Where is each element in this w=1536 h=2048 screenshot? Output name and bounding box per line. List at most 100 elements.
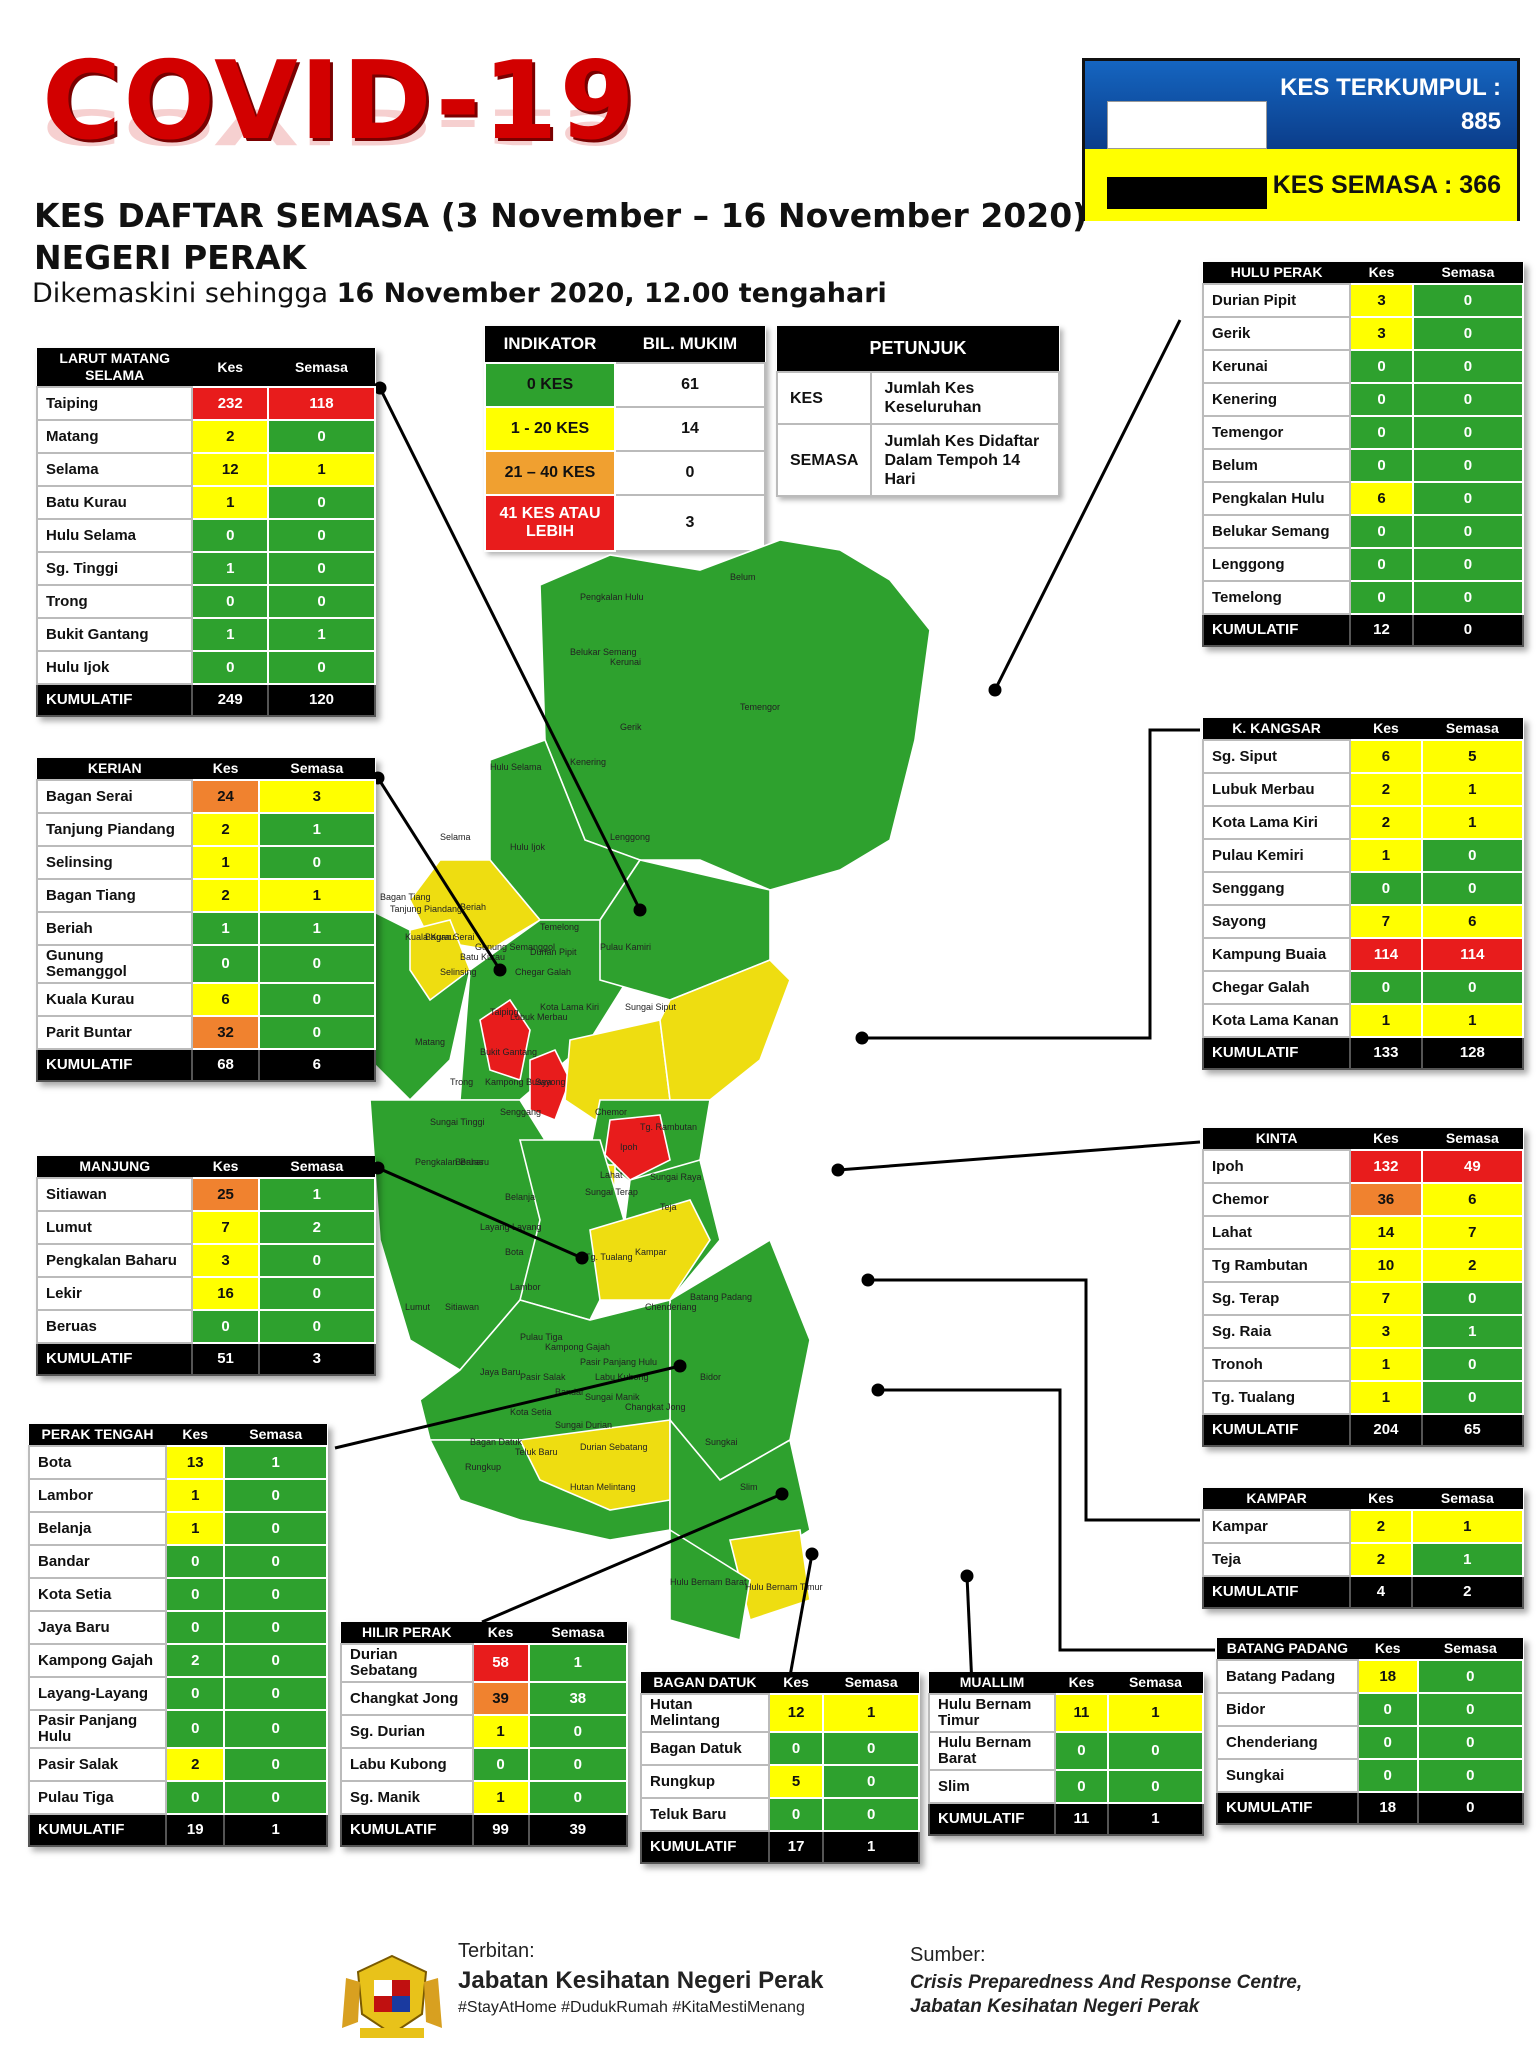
table-row: Bandar 0 0 xyxy=(27,1544,328,1579)
sumber-label: Sumber: xyxy=(910,1944,986,1966)
district-name: HILIR PERAK xyxy=(341,1622,473,1644)
indikator-label: 21 – 40 KES xyxy=(484,450,616,496)
map-label: Chegar Galah xyxy=(515,967,571,977)
mukim-name: Lekir xyxy=(35,1276,194,1311)
kes-value: 24 xyxy=(191,779,260,814)
kes-value: 36 xyxy=(1349,1182,1423,1217)
table-row: Sayong 7 6 xyxy=(1201,904,1525,939)
table-row: Matang 2 0 xyxy=(35,419,376,454)
mukim-name: Pulau Tiga xyxy=(27,1780,168,1815)
district-name: MANJUNG xyxy=(37,1156,193,1178)
mukim-name: Layang-Layang xyxy=(27,1676,168,1711)
mukim-name: Pasir Salak xyxy=(27,1747,168,1782)
map-label: Belukar Semang xyxy=(570,647,637,657)
kumulatif-kes: 11 xyxy=(1054,1802,1109,1836)
semasa-value: 0 xyxy=(223,1511,328,1546)
kes-value: 0 xyxy=(191,650,270,685)
subtitle-state: NEGERI PERAK xyxy=(34,238,307,277)
semasa-value: 1 xyxy=(1106,1693,1205,1733)
kes-value: 5 xyxy=(767,1764,825,1799)
table-row: Bukit Gantang 1 1 xyxy=(35,617,376,652)
kes-value: 0 xyxy=(165,1610,226,1645)
mukim-name: Chemor xyxy=(1201,1182,1352,1217)
semasa-value: 0 xyxy=(267,419,376,454)
table-row: Pasir Panjang Hulu 0 0 xyxy=(27,1709,328,1749)
table-row: Changkat Jong 39 38 xyxy=(340,1681,629,1716)
kes-value: 6 xyxy=(1349,739,1423,774)
semasa-value: 3 xyxy=(257,779,377,814)
mukim-name: Kerunai xyxy=(1201,349,1352,384)
kumulatif-semasa: 120 xyxy=(267,683,376,717)
kumulatif-kes: 12 xyxy=(1349,613,1414,647)
kumulatif-semasa: 3 xyxy=(257,1342,377,1376)
table-row: Pulau Tiga 0 0 xyxy=(27,1780,328,1815)
table-row: Tronoh 1 0 xyxy=(1201,1347,1525,1382)
table-row: Sg. Manik 1 0 xyxy=(340,1780,629,1815)
mukim-name: Chenderiang xyxy=(1216,1725,1359,1760)
table-row: Slim 0 0 xyxy=(927,1769,1205,1804)
table-perak-tengah: PERAK TENGAH Kes Semasa Bota 13 1 Lambor 1 0 Bela… xyxy=(27,1424,328,1847)
table-row: Chenderiang 0 0 xyxy=(1216,1725,1525,1760)
table-row: Taiping 232 118 xyxy=(35,386,376,421)
map-label: Labu Kubong xyxy=(595,1372,649,1382)
mukim-name: Changkat Jong xyxy=(340,1681,474,1716)
mukim-name: Sg. Manik xyxy=(340,1780,474,1815)
mukim-name: Kenering xyxy=(1201,382,1352,417)
kes-value: 13 xyxy=(165,1445,226,1480)
kes-value: 32 xyxy=(191,1015,260,1050)
district-name: KINTA xyxy=(1203,1128,1351,1150)
map-label: Pengkalan Baharu xyxy=(415,1157,489,1167)
kes-value: 232 xyxy=(191,386,270,421)
table-row: Gunung Semanggol 0 0 xyxy=(35,944,377,984)
table-row: Teja 2 1 xyxy=(1201,1542,1525,1577)
map-label: Chemor xyxy=(595,1107,627,1117)
map-label: Pulau Tiga xyxy=(520,1332,563,1342)
mukim-name: Tronoh xyxy=(1201,1347,1352,1382)
semasa-value: 5 xyxy=(1420,739,1525,774)
kes-value: 2 xyxy=(191,419,270,454)
kumulatif-kes: 17 xyxy=(767,1830,825,1864)
mukim-name: Batang Padang xyxy=(1216,1659,1359,1694)
kumulatif-row: KUMULATIF 133 128 xyxy=(1201,1036,1525,1070)
map-label: Sungkai xyxy=(705,1437,738,1447)
district-name: KERIAN xyxy=(37,758,193,780)
map-label: Hulu Bernam Timur xyxy=(745,1582,823,1592)
semasa-value: 0 xyxy=(1411,283,1525,318)
semasa-value: 0 xyxy=(822,1764,920,1799)
kes-value: 0 xyxy=(1356,1758,1419,1793)
semasa-value: 0 xyxy=(527,1747,629,1782)
kumulatif-label: KUMULATIF xyxy=(1201,1575,1352,1609)
map-label: Sungai Tinggi xyxy=(430,1117,485,1127)
kes-value: 1 xyxy=(191,551,270,586)
kes-value: 0 xyxy=(767,1797,825,1832)
table-row: Sg. Terap 7 0 xyxy=(1201,1281,1525,1316)
bil-mukim-value: 61 xyxy=(614,362,766,408)
table-row: Bidor 0 0 xyxy=(1216,1692,1525,1727)
kes-value: 1 xyxy=(1349,1347,1423,1382)
indikator-label: 0 KES xyxy=(484,362,616,408)
table-row: Hutan Melintang 12 1 xyxy=(640,1693,920,1733)
mukim-name: Teja xyxy=(1201,1542,1352,1577)
map-label: Lubuk Merbau xyxy=(510,1012,568,1022)
semasa-value: 1 xyxy=(1420,1003,1525,1038)
kes-value: 0 xyxy=(165,1676,226,1711)
table-row: Sg. Tinggi 1 0 xyxy=(35,551,376,586)
map-label: Temengor xyxy=(740,702,780,712)
mukim-name: Lenggong xyxy=(1201,547,1352,582)
map-label: Hulu Selama xyxy=(490,762,542,772)
semasa-value: 1 xyxy=(1410,1542,1525,1577)
mukim-name: Beruas xyxy=(35,1309,194,1344)
map-label: Kampong Gajah xyxy=(545,1342,610,1352)
mukim-name: Jaya Baru xyxy=(27,1610,168,1645)
table-row: Bota 13 1 xyxy=(27,1445,328,1480)
footer-source: Sumber: Crisis Preparedness And Response… xyxy=(910,1944,1302,2019)
table-row: Parit Buntar 32 0 xyxy=(35,1015,377,1050)
kumulatif-semasa: 0 xyxy=(1416,1791,1525,1825)
bil-mukim-header: BIL. MUKIM xyxy=(615,326,765,363)
table-hilir-perak: HILIR PERAK Kes Semasa Durian Sebatang 58 1 Ch… xyxy=(340,1622,629,1847)
kes-value: 1 xyxy=(471,1780,530,1815)
kes-header: Kes xyxy=(1350,1488,1412,1510)
map-label: Sungai Raya xyxy=(650,1172,702,1182)
semasa-value: 1 xyxy=(1420,1314,1525,1349)
table-row: Bagan Tiang 2 1 xyxy=(35,878,377,913)
